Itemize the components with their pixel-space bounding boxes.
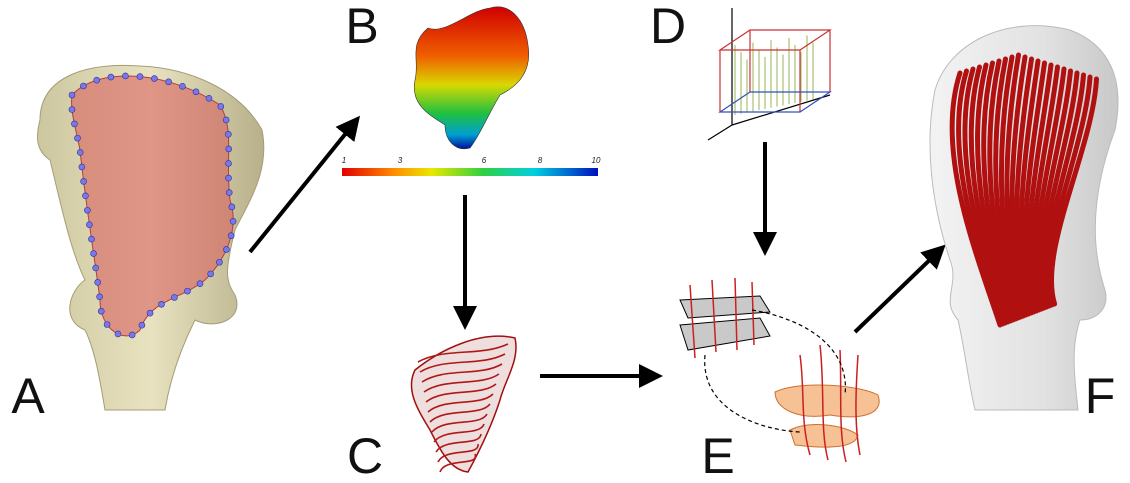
colorbar-tick-label: 10: [592, 156, 601, 165]
figure: A B 1 3 6 8 10 C D: [0, 0, 1130, 483]
landmark-dot: [139, 322, 145, 328]
colorbar-tick-label: 6: [482, 156, 487, 165]
landmark-dot: [94, 77, 100, 83]
landmark-dot: [206, 95, 212, 101]
landmark-dot: [223, 117, 229, 123]
landmark-dot: [226, 146, 232, 152]
panel-label: A: [11, 368, 45, 424]
landmark-dot: [79, 164, 85, 170]
landmark-dot: [86, 222, 92, 228]
landmark-dot: [71, 121, 77, 127]
landmark-dot: [74, 135, 80, 141]
arrow: [250, 122, 355, 252]
landmark-dot: [97, 294, 103, 300]
landmark-dot: [166, 79, 172, 85]
panel-d-box: [708, 8, 830, 140]
landmark-dot: [225, 175, 231, 181]
landmark-dot: [171, 295, 177, 301]
landmark-dot: [179, 83, 185, 89]
landmark-dot: [226, 160, 232, 166]
landmark-dot: [93, 265, 99, 271]
landmark-dot: [122, 73, 128, 79]
landmark-dot: [216, 259, 222, 265]
landmark-dot: [95, 279, 101, 285]
landmark-dot: [84, 207, 90, 213]
landmark-dot: [82, 193, 88, 199]
landmark-dot: [115, 331, 121, 337]
landmark-dot: [69, 92, 75, 98]
panel-a-bone: [37, 65, 263, 410]
colorbar: [342, 168, 598, 176]
panel-label: B: [345, 0, 378, 54]
landmark-dot: [184, 288, 190, 294]
colorbar-tick-label: 1: [342, 156, 346, 165]
landmark-dot: [69, 107, 75, 113]
landmark-dot: [230, 218, 236, 224]
landmark-dot: [158, 301, 164, 307]
panel-label: D: [650, 0, 686, 54]
landmark-dot: [88, 236, 94, 242]
landmark-dot: [193, 89, 199, 95]
landmark-dot: [108, 74, 114, 80]
arrow: [855, 250, 940, 332]
landmark-dot: [228, 233, 234, 239]
landmark-dot: [81, 178, 87, 184]
landmark-dot: [223, 246, 229, 252]
landmark-dot: [91, 251, 97, 257]
panel-label: E: [701, 428, 734, 483]
landmark-dot: [151, 76, 157, 82]
landmark-dot: [226, 190, 232, 196]
landmark-dot: [77, 149, 83, 155]
panel-label: C: [347, 428, 383, 483]
landmark-dot: [225, 131, 231, 137]
landmark-dot: [218, 103, 224, 109]
colorbar-tick-label: 3: [398, 156, 403, 165]
panel-f-bone: [930, 26, 1118, 410]
landmark-dot: [98, 308, 104, 314]
landmark-dot: [147, 310, 153, 316]
colormap-surface: [414, 7, 529, 149]
landmark-dot: [137, 74, 143, 80]
landmark-dot: [208, 271, 214, 277]
landmark-dot: [229, 204, 235, 210]
panel-c-mesh: [411, 336, 516, 472]
landmark-dot: [80, 83, 86, 89]
panel-label: F: [1085, 368, 1116, 424]
colorbar-tick-label: 8: [538, 156, 543, 165]
landmark-dot: [104, 322, 110, 328]
landmark-dot: [129, 332, 135, 338]
landmark-dot: [197, 281, 203, 287]
